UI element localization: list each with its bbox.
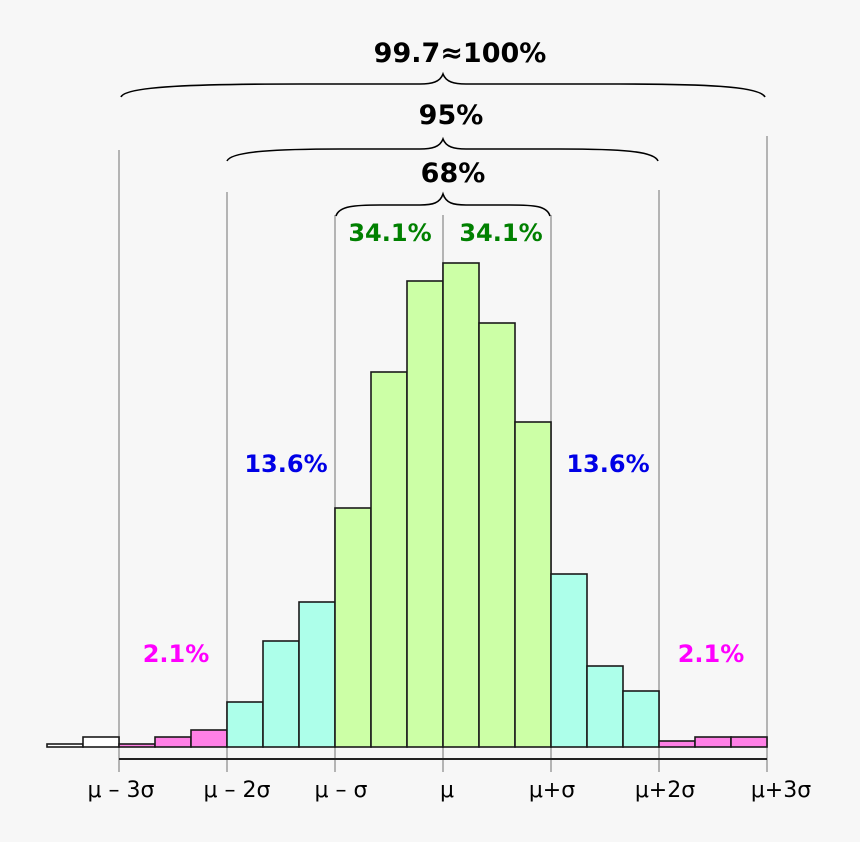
label-middle-left: 13.6%: [244, 450, 327, 478]
tick-label: μ+σ: [529, 778, 575, 803]
label-inner-right: 34.1%: [459, 219, 542, 247]
histogram-bar: [370, 371, 408, 748]
histogram-bar: [334, 507, 372, 748]
label-middle-right: 13.6%: [566, 450, 649, 478]
histogram-bar: [406, 280, 444, 748]
tick-label: μ – σ: [315, 778, 368, 803]
histogram-bars: [46, 262, 768, 748]
histogram-bar: [694, 736, 732, 748]
histogram-bar: [298, 601, 336, 748]
label-95-percent: 95%: [419, 100, 484, 131]
braces: [120, 71, 766, 217]
tick-label: μ: [440, 778, 454, 803]
histogram-bar: [658, 740, 696, 748]
histogram-bar: [478, 322, 516, 748]
histogram-bar: [442, 262, 480, 748]
tick-label: μ+3σ: [751, 778, 811, 803]
brace-3sigma: [120, 71, 766, 98]
histogram-bar: [262, 640, 300, 748]
histogram-bar: [622, 690, 660, 748]
histogram-bar: [550, 573, 588, 748]
histogram-bar: [118, 743, 156, 748]
histogram-bar: [226, 701, 264, 748]
brace-2sigma: [226, 136, 659, 162]
histogram-bar: [154, 736, 192, 748]
histogram-bar: [514, 421, 552, 748]
label-outer-left: 2.1%: [143, 640, 210, 668]
tick-label: μ+2σ: [635, 778, 695, 803]
histogram-bar: [82, 736, 120, 748]
histogram-bar: [46, 743, 84, 748]
label-99-7-percent: 99.7≈100%: [374, 38, 547, 69]
tick-label: μ – 2σ: [204, 778, 271, 803]
label-outer-right: 2.1%: [678, 640, 745, 668]
x-axis-tick-labels: μ – 3σ μ – 2σ μ – σ μ μ+σ μ+2σ μ+3σ: [88, 778, 812, 803]
tick-label: μ – 3σ: [88, 778, 155, 803]
histogram-bar: [586, 665, 624, 748]
histogram-bar: [190, 729, 228, 748]
brace-1sigma: [335, 191, 551, 217]
label-inner-left: 34.1%: [348, 219, 431, 247]
label-68-percent: 68%: [421, 158, 486, 189]
histogram-bar: [730, 736, 768, 748]
